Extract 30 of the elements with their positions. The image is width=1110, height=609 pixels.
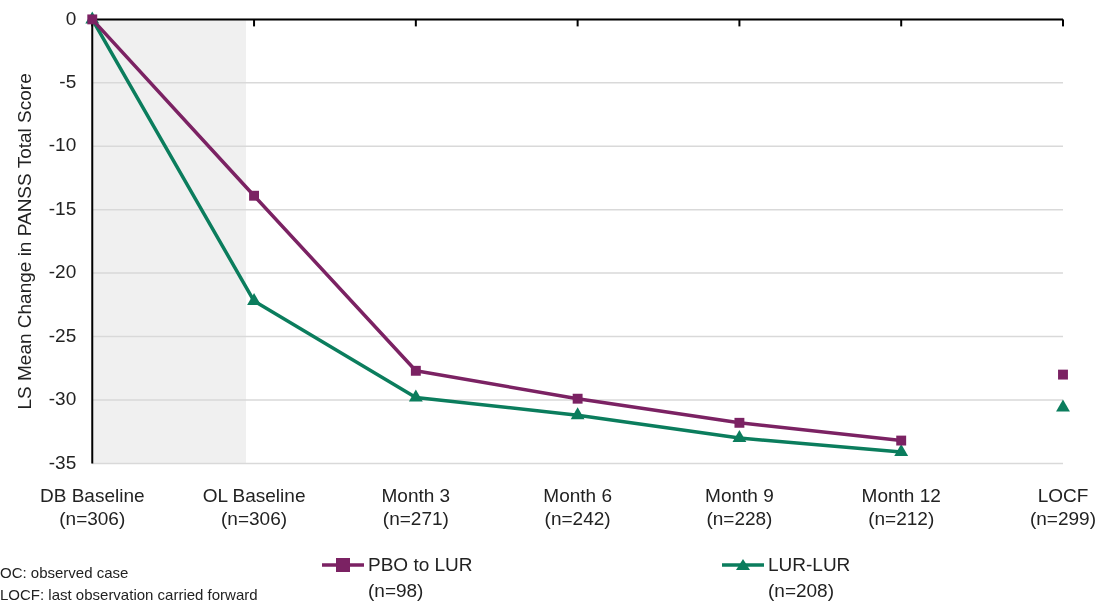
- point: [732, 430, 747, 443]
- y-tick-label: 0: [65, 7, 77, 29]
- y-tick-label: -5: [59, 71, 77, 93]
- x-tick-label: LOCF (n=299): [1029, 485, 1097, 529]
- point: [896, 435, 907, 446]
- point: [247, 293, 261, 306]
- point: [249, 190, 259, 201]
- y-tick-label: -20: [48, 261, 77, 283]
- y-tick-label: -15: [48, 197, 77, 219]
- point: [570, 407, 585, 420]
- text: LOCF: last observation carried forward: [0, 585, 258, 605]
- y-axis-title: LS Mean Change in PANSS Total Score: [13, 73, 35, 410]
- point: [410, 365, 421, 376]
- text: OC: observed case: [0, 563, 130, 583]
- point: [894, 443, 909, 456]
- x-tick-label: OL Baseline (n=306): [202, 485, 306, 529]
- y-tick-label: -25: [48, 324, 77, 346]
- x-tick-label: Month 3 (n=271): [381, 485, 451, 529]
- point: [408, 389, 423, 402]
- x-tick-label: DB Baseline (n=306): [39, 485, 145, 529]
- y-tick-label: -35: [48, 451, 77, 473]
- point: [572, 393, 583, 404]
- legend-label: PBO to LUR (n=98): [368, 553, 473, 603]
- x-tick-label: Month 6 (n=242): [543, 485, 612, 529]
- x-tick-label: Month 12 (n=212): [861, 485, 941, 529]
- y-tick-label: -30: [48, 388, 77, 410]
- y-tick-label: -10: [48, 134, 77, 156]
- x-tick-label: Month 9 (n=228): [705, 485, 774, 529]
- legend-label: LUR-LUR (n=208): [768, 553, 851, 603]
- point: [734, 417, 745, 428]
